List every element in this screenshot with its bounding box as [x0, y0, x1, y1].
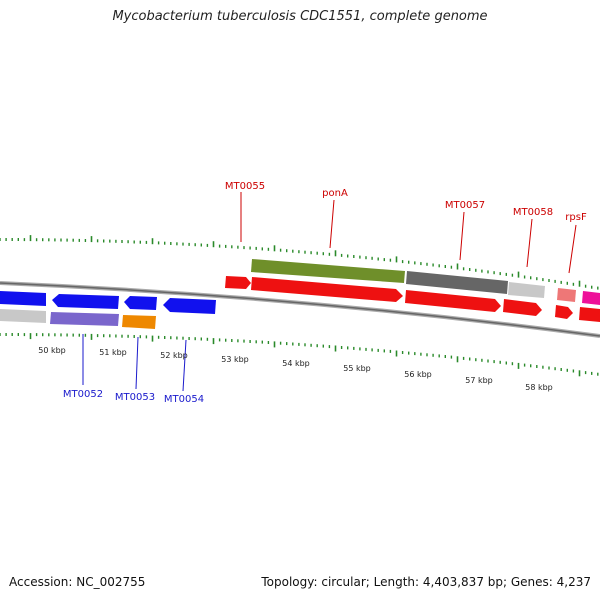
gene-arrow-pona[interactable] [251, 277, 403, 302]
gene-labels-bottom: MT0052 MT0053 MT0054 [63, 389, 204, 405]
scale-label: 52 kbp [160, 351, 188, 360]
gene-label-rpsf[interactable]: rpsF [565, 212, 587, 223]
leader-mt0054 [182, 339, 187, 392]
gene-bar-red-edge[interactable] [579, 307, 600, 322]
scale-label: 57 kbp [465, 376, 493, 385]
gene-label-pona[interactable]: ponA [322, 188, 348, 199]
tick-row-bottom [0, 333, 599, 377]
scale-label: 53 kbp [221, 355, 249, 364]
scale-label: 51 kbp [99, 348, 127, 357]
gene-bar-mt0057-outer[interactable] [406, 271, 508, 294]
gene-arrow-mt0052[interactable] [52, 294, 119, 309]
leader-mt0058 [526, 218, 533, 268]
scale-label: 55 kbp [343, 364, 371, 373]
gene-bar-rpsf-outer[interactable] [557, 288, 576, 302]
gene-labels-top: MT0055 ponA MT0057 MT0058 rpsF [225, 181, 587, 223]
gene-bar-mt0052[interactable] [50, 312, 119, 326]
gene-bar-gray-1[interactable] [0, 309, 46, 323]
gene-arrow-mt0054[interactable] [163, 298, 216, 314]
gene-bar-pink[interactable] [582, 291, 600, 305]
gene-track [0, 259, 600, 329]
gene-label-mt0055[interactable]: MT0055 [225, 181, 265, 192]
scale-label: 58 kbp [525, 383, 553, 392]
scale-label: 50 kbp [38, 346, 66, 355]
gene-arrow-rpsf[interactable] [555, 305, 573, 319]
gene-bar-pona-outer[interactable] [251, 259, 405, 283]
leader-mt0053 [135, 336, 139, 390]
gene-label-mt0052[interactable]: MT0052 [63, 389, 103, 400]
genome-summary-text: Topology: circular; Length: 4,403,837 bp… [261, 575, 591, 589]
gene-arrow-mt0053[interactable] [124, 296, 157, 310]
gene-label-mt0057[interactable]: MT0057 [445, 200, 485, 211]
scale-label: 54 kbp [282, 359, 310, 368]
gene-arrow-mt0055[interactable] [225, 276, 251, 289]
gene-arrow-mt0058[interactable] [503, 299, 542, 316]
diagram-title: Mycobacterium tuberculosis CDC1551, comp… [112, 9, 488, 24]
gene-arrow-mt0057[interactable] [405, 290, 501, 312]
accession-text: Accession: NC_002755 [9, 575, 146, 589]
gene-label-mt0053[interactable]: MT0053 [115, 392, 155, 403]
leader-mt0057 [459, 211, 465, 261]
gene-arrow-blue-1[interactable] [0, 291, 46, 306]
gene-bar-mt0058-outer[interactable] [508, 282, 545, 298]
gene-label-mt0054[interactable]: MT0054 [164, 394, 204, 405]
gene-label-leaders [82, 192, 577, 392]
leader-rpsf [568, 224, 577, 274]
genome-backbone-line [0, 282, 600, 337]
tick-row-top [0, 235, 599, 290]
gene-label-mt0058[interactable]: MT0058 [513, 207, 553, 218]
kbp-scale-labels: 50 kbp 51 kbp 52 kbp 53 kbp 54 kbp 55 kb… [38, 346, 553, 392]
scale-label: 56 kbp [404, 370, 432, 379]
gene-bar-mt0053[interactable] [122, 315, 156, 329]
leader-pona [329, 199, 335, 249]
